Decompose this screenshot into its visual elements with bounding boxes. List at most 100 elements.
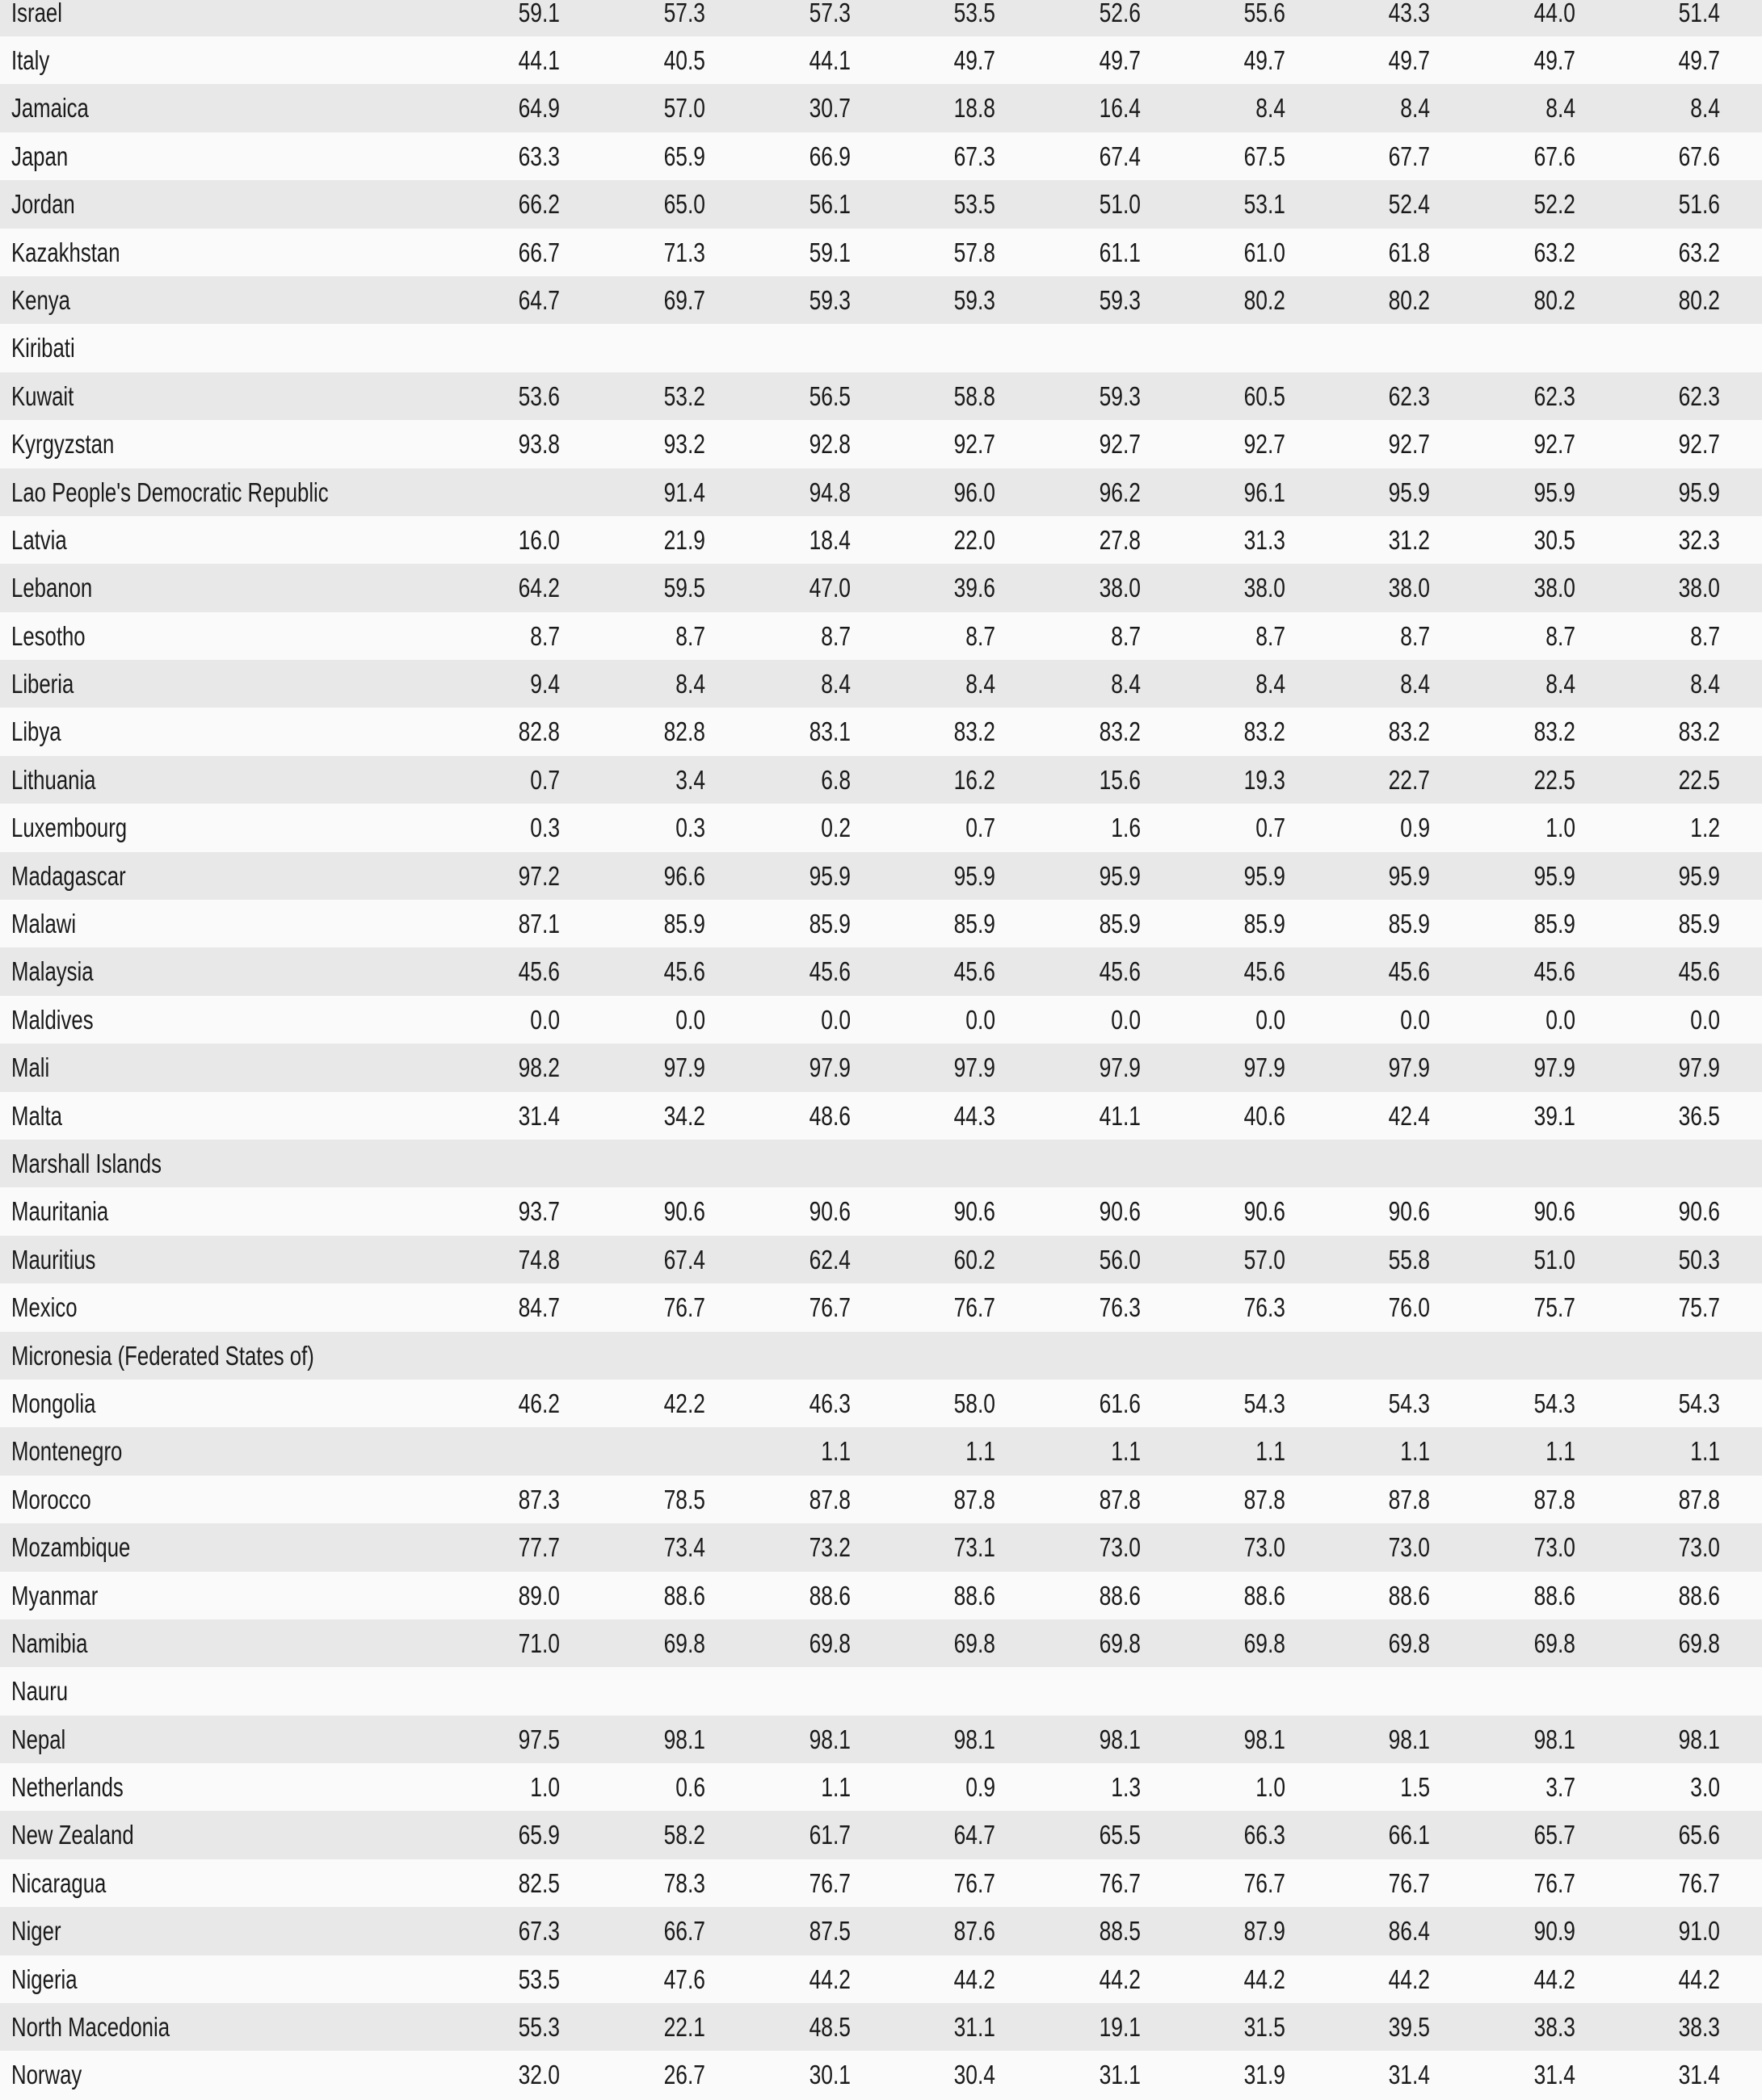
value-cell: 88.6 [1678, 1580, 1720, 1611]
table-row: Mauritania 93.7 90.6 90.6 90.6 90.6 90.6 90.6 90… [0, 1187, 1762, 1236]
value-cell: 83.2 [1678, 716, 1720, 747]
value-cell: 65.0 [663, 189, 705, 220]
value-cell: 53.5 [953, 189, 995, 220]
value-cell: 0.0 [675, 1004, 705, 1035]
value-cell: 85.9 [1678, 909, 1720, 939]
value-cell: 56.0 [1099, 1244, 1141, 1275]
value-cell: 98.1 [953, 1724, 995, 1754]
value-cell: 66.1 [1388, 1820, 1430, 1850]
country-name: Kiribati [11, 333, 75, 363]
value-cell [741, 1667, 851, 1715]
value-cell: 87.6 [953, 1916, 995, 1947]
value-cell: 52.2 [1533, 189, 1575, 220]
value-cell: 0.0 [965, 1004, 995, 1035]
value-cell [885, 1140, 995, 1187]
country-name: Marshall Islands [11, 1148, 162, 1178]
value-cell: 85.9 [953, 909, 995, 939]
value-cell: 44.2 [1099, 1964, 1141, 1994]
value-cell: 0.7 [965, 813, 995, 843]
value-cell: 58.0 [953, 1388, 995, 1418]
value-cell: 88.6 [953, 1580, 995, 1611]
value-cell: 53.5 [953, 0, 995, 27]
value-cell: 44.2 [1243, 1964, 1285, 1994]
country-name: Libya [11, 716, 61, 747]
table-row: Mali 98.2 97.9 97.9 97.9 97.9 97.9 97.9 97.9 97.9 [0, 1044, 1762, 1092]
value-cell: 36.5 [1678, 1100, 1720, 1131]
value-cell: 73.0 [1388, 1532, 1430, 1563]
value-cell: 69.8 [1533, 1628, 1575, 1658]
value-cell: 53.6 [518, 380, 560, 411]
value-cell: 97.9 [1243, 1052, 1285, 1083]
value-cell: 46.3 [809, 1388, 851, 1418]
value-cell: 15.6 [1099, 764, 1141, 795]
table-row: Mauritius 74.8 67.4 62.4 60.2 56.0 57.0 55.8 51.… [0, 1235, 1762, 1284]
value-cell: 96.0 [953, 477, 995, 507]
value-cell [1466, 1140, 1575, 1187]
value-cell: 92.7 [953, 429, 995, 460]
value-cell: 88.6 [663, 1580, 705, 1611]
country-name: Nigeria [11, 1964, 78, 1994]
value-cell: 85.9 [809, 909, 851, 939]
value-cell: 92.7 [1533, 429, 1575, 460]
value-cell: 46.2 [518, 1388, 560, 1418]
value-cell: 59.3 [1099, 380, 1141, 411]
country-name: Micronesia (Federated States of) [11, 1340, 314, 1371]
value-cell: 76.7 [1678, 1867, 1720, 1898]
value-cell: 27.8 [1099, 524, 1141, 555]
value-cell: 80.2 [1533, 284, 1575, 315]
value-cell: 19.3 [1243, 764, 1285, 795]
value-cell: 8.7 [821, 620, 851, 651]
country-name: Mauritius [11, 1244, 96, 1275]
value-cell: 90.6 [1243, 1196, 1285, 1227]
value-cell: 19.1 [1099, 2012, 1141, 2043]
value-cell: 8.4 [1400, 669, 1430, 699]
value-cell: 97.2 [518, 860, 560, 891]
value-cell: 92.8 [809, 429, 851, 460]
value-cell: 0.0 [1111, 1004, 1141, 1035]
value-cell: 16.4 [1099, 93, 1141, 124]
value-cell: 52.4 [1388, 189, 1430, 220]
value-cell: 88.6 [1099, 1580, 1141, 1611]
value-cell [1175, 1667, 1285, 1715]
table-row: Luxembourg 0.3 0.3 0.2 0.7 1.6 0.7 0.9 1.0 1.2 [0, 804, 1762, 852]
country-name: Montenegro [11, 1436, 123, 1467]
value-cell: 85.9 [1099, 909, 1141, 939]
table-row: North Macedonia 55.3 22.1 48.5 31.1 19.1 31.5 3… [0, 2003, 1762, 2052]
value-cell: 97.9 [663, 1052, 705, 1083]
value-cell: 97.5 [518, 1724, 560, 1754]
value-cell: 1.1 [1111, 1436, 1141, 1467]
value-cell: 66.2 [518, 189, 560, 220]
table-row: Malaysia 45.6 45.6 45.6 45.6 45.6 45.6 45.6 45.6… [0, 947, 1762, 996]
value-cell: 88.5 [1099, 1916, 1141, 1947]
value-cell: 59.3 [1099, 284, 1141, 315]
value-cell: 56.1 [809, 189, 851, 220]
value-cell: 45.6 [809, 956, 851, 987]
value-cell: 83.2 [1533, 716, 1575, 747]
country-name: Lebanon [11, 573, 93, 603]
value-cell: 0.9 [1400, 813, 1430, 843]
country-name: Lithuania [11, 764, 96, 795]
value-cell: 64.7 [518, 284, 560, 315]
value-cell: 91.4 [663, 477, 705, 507]
value-cell: 84.7 [518, 1292, 560, 1323]
value-cell: 73.0 [1243, 1532, 1285, 1563]
value-cell: 31.4 [1533, 2060, 1575, 2090]
value-cell: 0.0 [1690, 1004, 1720, 1035]
value-cell: 40.5 [663, 45, 705, 75]
value-cell: 8.7 [530, 620, 560, 651]
value-cell: 49.7 [1533, 45, 1575, 75]
value-cell: 96.2 [1099, 477, 1141, 507]
value-cell [1031, 1140, 1141, 1187]
value-cell: 3.7 [1545, 1772, 1575, 1803]
country-name: Malaysia [11, 956, 94, 987]
value-cell: 8.4 [1255, 93, 1285, 124]
country-name: Japan [11, 141, 69, 171]
value-cell: 53.2 [663, 380, 705, 411]
value-cell: 64.2 [518, 573, 560, 603]
value-cell [595, 1667, 705, 1715]
value-cell: 90.6 [663, 1196, 705, 1227]
value-cell: 0.0 [821, 1004, 851, 1035]
value-cell [450, 324, 560, 372]
value-cell: 39.6 [953, 573, 995, 603]
country-name: Liberia [11, 669, 74, 699]
